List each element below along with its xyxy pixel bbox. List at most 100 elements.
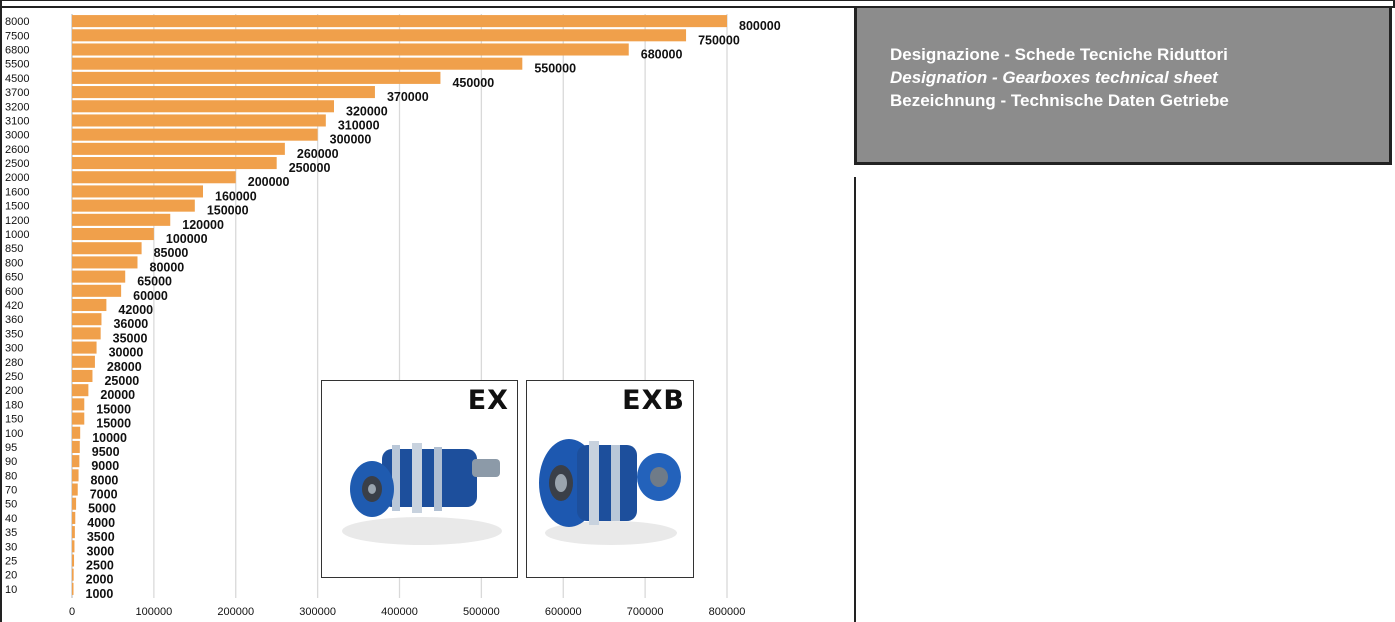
- data-label: 7000: [90, 488, 118, 502]
- page-left-border: [0, 0, 2, 622]
- x-tick-label: 100000: [136, 606, 173, 618]
- bar: [72, 412, 85, 425]
- bar: [72, 341, 97, 354]
- category-label: 180: [5, 399, 23, 411]
- bar: [72, 469, 79, 482]
- data-label: 450000: [452, 76, 494, 90]
- bar: [72, 142, 285, 155]
- data-label: 36000: [113, 317, 148, 331]
- category-label: 30: [5, 541, 17, 553]
- category-label: 8000: [5, 16, 29, 28]
- category-label: 2600: [5, 144, 29, 156]
- bar: [72, 313, 102, 326]
- category-label: 420: [5, 300, 23, 312]
- data-label: 200000: [248, 175, 290, 189]
- category-label: 2500: [5, 158, 29, 170]
- category-label: 3100: [5, 115, 29, 127]
- data-label: 65000: [137, 275, 172, 289]
- bar: [72, 114, 326, 127]
- x-tick-label: 0: [69, 606, 75, 618]
- data-label: 750000: [698, 33, 740, 47]
- category-label: 3200: [5, 101, 29, 113]
- data-label: 9500: [92, 445, 120, 459]
- data-label: 9000: [91, 459, 119, 473]
- data-label: 35000: [113, 331, 148, 345]
- category-label: 10: [5, 584, 17, 596]
- bar: [72, 171, 236, 184]
- category-label: 70: [5, 485, 17, 497]
- category-label: 150: [5, 414, 23, 426]
- data-label: 1000: [86, 587, 114, 601]
- bar: [72, 540, 75, 553]
- data-label: 3500: [87, 530, 115, 544]
- data-label: 25000: [104, 374, 139, 388]
- x-tick-label: 800000: [709, 606, 746, 618]
- chart-bars: [72, 15, 727, 595]
- data-label: 15000: [96, 417, 131, 431]
- bar: [72, 554, 75, 567]
- bar: [72, 369, 93, 383]
- x-tick-label: 400000: [381, 606, 418, 618]
- bar: [72, 355, 95, 368]
- bar: [72, 213, 171, 226]
- data-label: 20000: [100, 388, 135, 402]
- data-label: 310000: [338, 118, 380, 132]
- bar: [72, 426, 81, 439]
- data-label: 100000: [166, 232, 208, 246]
- bar: [72, 298, 107, 312]
- category-label: 280: [5, 357, 23, 369]
- x-tick-label: 200000: [217, 606, 254, 618]
- category-label: 360: [5, 314, 23, 326]
- category-label: 300: [5, 343, 23, 355]
- category-label: 350: [5, 328, 23, 340]
- chart-x-tick-labels: 0 100000 200000 300000 400000 500000 600000 700…: [69, 606, 745, 618]
- bar: [72, 242, 142, 255]
- bar: [72, 270, 126, 283]
- bar: [72, 582, 74, 595]
- product-label-exb: EXB: [622, 385, 685, 416]
- data-label: 3000: [86, 544, 114, 558]
- page-top-border: [0, 0, 1395, 8]
- bar: [72, 157, 277, 170]
- data-label: 8000: [91, 473, 119, 487]
- data-label: 10000: [92, 431, 127, 445]
- data-label: 120000: [182, 218, 224, 232]
- header-title-english: Designation - Gearboxes technical sheet: [890, 68, 1218, 87]
- category-label: 25: [5, 556, 17, 568]
- category-label: 50: [5, 499, 17, 511]
- category-label: 200: [5, 385, 23, 397]
- data-label: 150000: [207, 204, 249, 218]
- bar: [72, 568, 74, 581]
- bar: [72, 86, 375, 99]
- category-label: 850: [5, 243, 23, 255]
- category-label: 20: [5, 570, 17, 582]
- vertical-divider: [854, 177, 856, 622]
- data-label: 85000: [154, 246, 189, 260]
- bar: [72, 57, 523, 70]
- bar: [72, 284, 122, 297]
- data-label: 160000: [215, 189, 257, 203]
- data-label: 260000: [297, 147, 339, 161]
- x-tick-label: 700000: [627, 606, 664, 618]
- header-title-german: Bezeichnung - Technische Daten Getriebe: [890, 91, 1229, 110]
- bar: [72, 483, 78, 496]
- data-label: 2500: [86, 559, 114, 573]
- bar: [72, 227, 154, 241]
- category-label: 1500: [5, 201, 29, 213]
- data-label: 680000: [641, 47, 683, 61]
- bar-chart: 8000750068005500450037003200310030002600…: [5, 14, 781, 618]
- bar: [72, 511, 76, 524]
- bar: [72, 327, 101, 340]
- category-label: 1600: [5, 186, 29, 198]
- data-label: 320000: [346, 104, 388, 118]
- category-label: 5500: [5, 59, 29, 71]
- bar: [72, 384, 89, 397]
- bar: [72, 398, 85, 411]
- x-tick-label: 500000: [463, 606, 500, 618]
- bar: [72, 256, 138, 269]
- bar: [72, 15, 727, 28]
- gearbox-exb-image: [539, 439, 681, 545]
- data-label: 800000: [739, 19, 781, 33]
- bar: [72, 128, 318, 141]
